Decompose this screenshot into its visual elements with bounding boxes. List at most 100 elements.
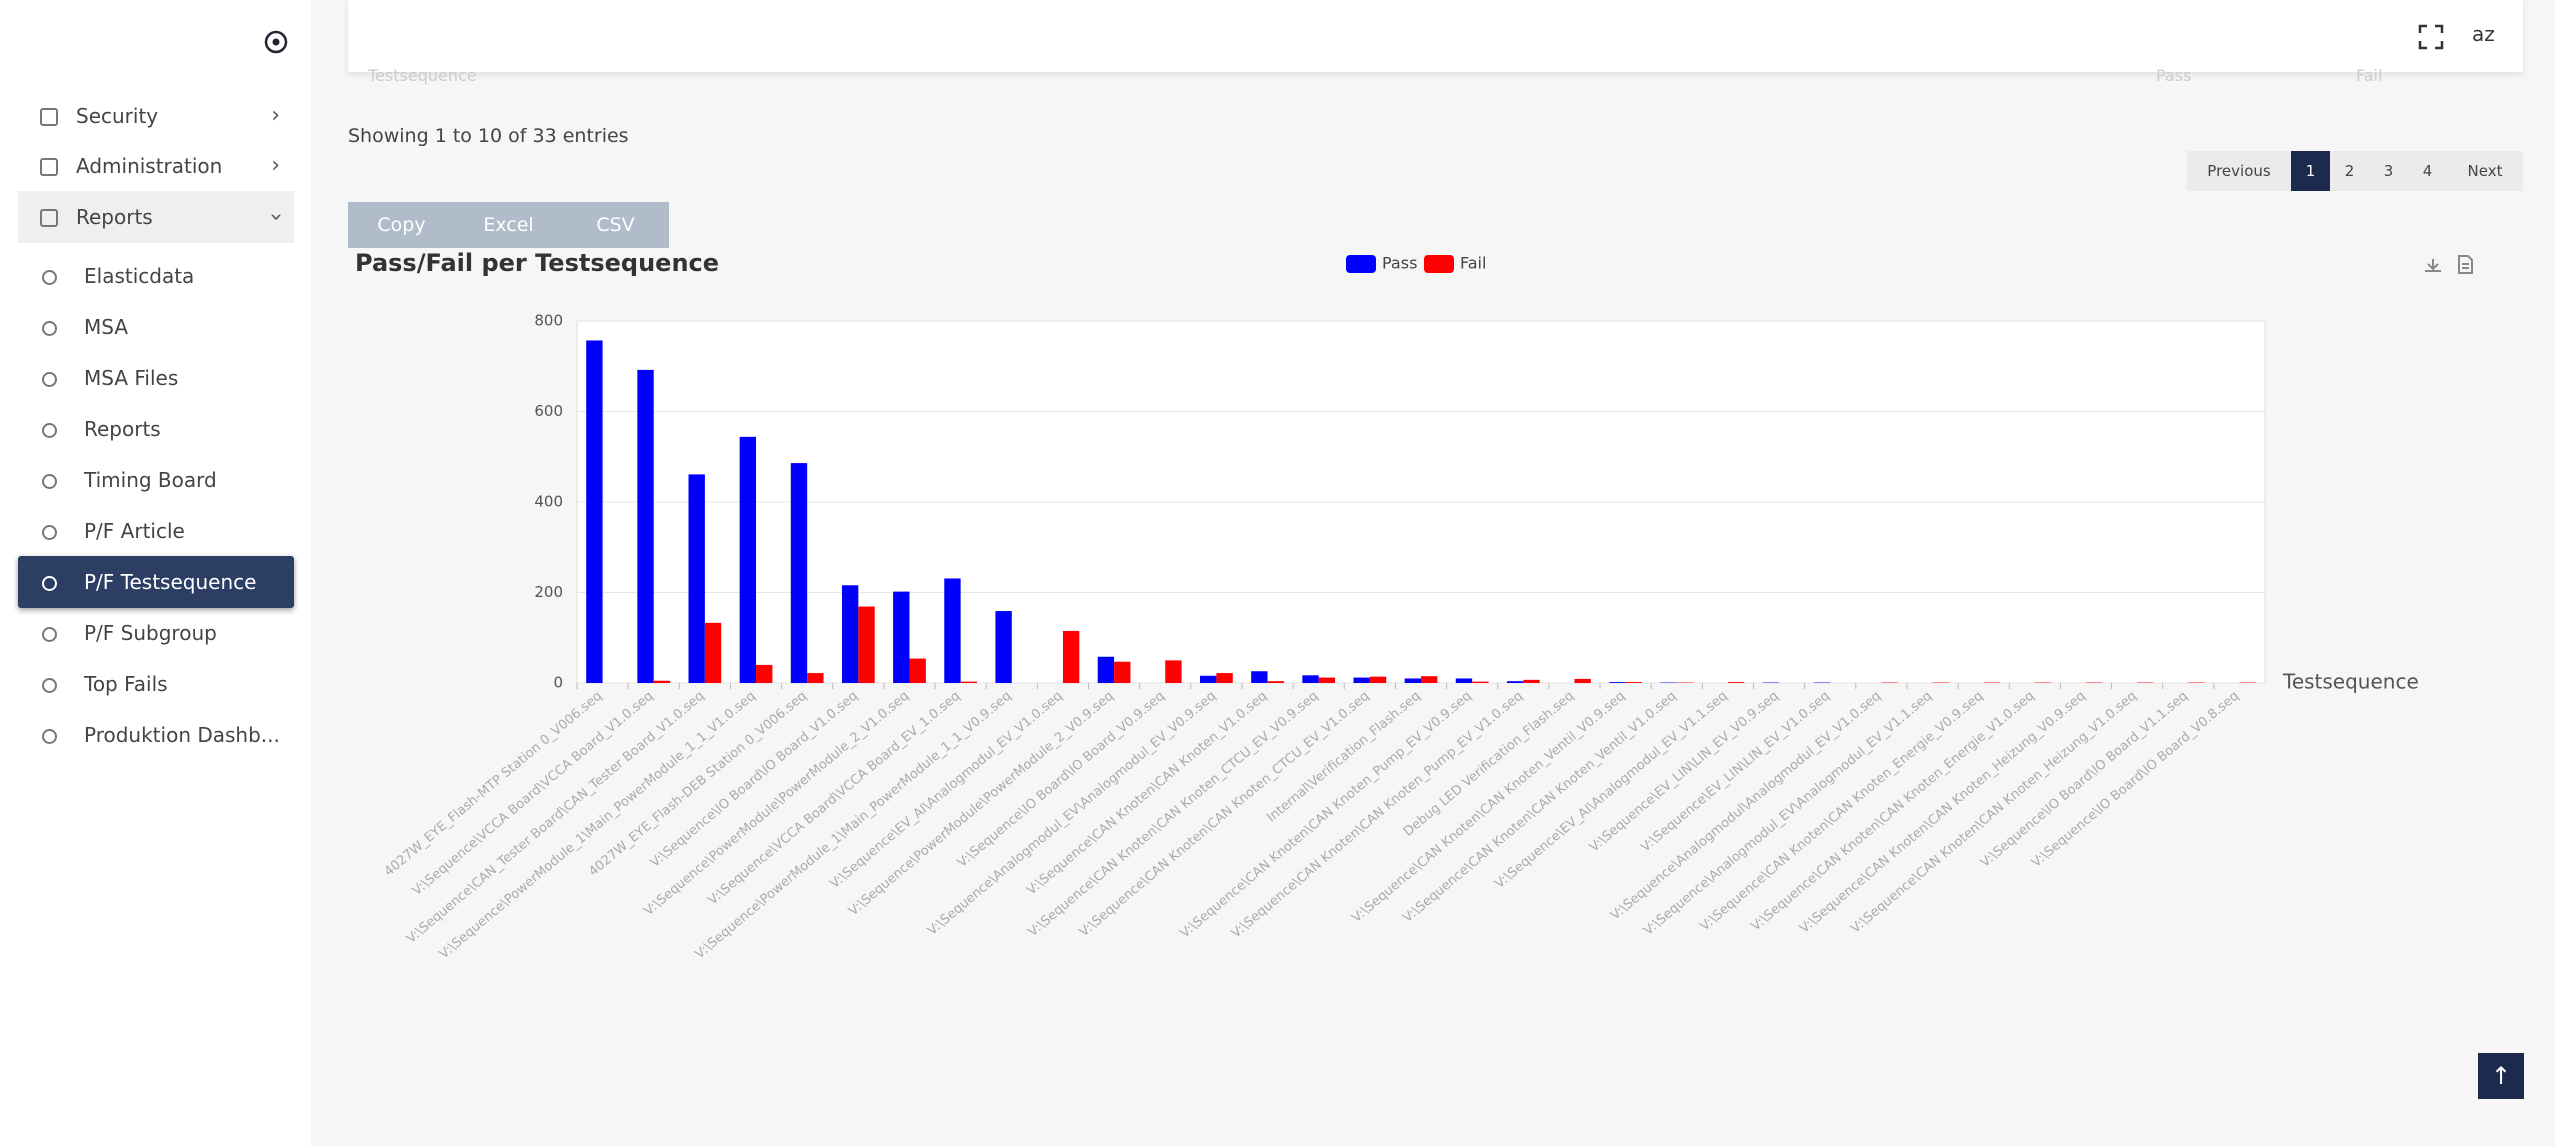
nav-icon [42, 627, 57, 642]
chart: Pass/Fail per Testsequence 0 200 400 600 800… [355, 249, 2473, 962]
chevron: › [263, 212, 289, 222]
export-button[interactable]: CSV [562, 202, 669, 248]
page-previous[interactable]: Previous [2187, 151, 2291, 191]
bar [1727, 682, 1745, 683]
nav-subitem[interactable]: Elasticdata [18, 250, 294, 302]
nav-icon [42, 678, 57, 693]
bar [1165, 660, 1182, 683]
nav-icon [40, 158, 58, 176]
y-tick-label: 600 [534, 402, 563, 420]
nav-subitem[interactable]: P/F Subgroup [18, 607, 294, 659]
sidebar-toggle[interactable] [262, 28, 290, 56]
y-tick-label: 0 [553, 674, 563, 692]
bar [858, 606, 875, 683]
bar [1506, 681, 1524, 683]
nav-icon [42, 372, 57, 387]
page-button[interactable]: 4 [2408, 151, 2447, 191]
x-tick-label: V:\Sequence\EV_LIN\LIN_EV_V1.0.seq [1638, 689, 1833, 856]
page-button[interactable]: 2 [2330, 151, 2369, 191]
x-tick-label: V:\Sequence\VCCA Board\VCCA Board_V1.0.s… [410, 689, 657, 899]
page-button[interactable]: 3 [2369, 151, 2408, 191]
chevron: › [271, 103, 280, 128]
nav-icon [42, 729, 57, 744]
export-button[interactable]: Copy [348, 202, 455, 248]
top-card: az [348, 0, 2523, 72]
page-button[interactable]: 1 [2291, 151, 2330, 191]
fullscreen-button[interactable] [2418, 24, 2444, 50]
bar [909, 658, 926, 683]
bar [1609, 682, 1626, 683]
bar [1353, 677, 1370, 683]
bar [1267, 681, 1284, 683]
y-tick-label: 200 [534, 583, 563, 601]
x-axis-label: Testsequence [2282, 670, 2419, 694]
bar [841, 585, 859, 683]
nav-icon [42, 525, 57, 540]
download-icon[interactable] [2425, 259, 2441, 272]
bar [790, 463, 808, 683]
nav-subitem[interactable]: MSA [18, 301, 294, 353]
nav-subitem[interactable]: P/F Testsequence [18, 556, 294, 608]
column-header: Fail [2356, 66, 2383, 85]
legend-swatch [1346, 255, 1376, 273]
document-icon[interactable] [2458, 255, 2473, 274]
bar [1472, 681, 1489, 683]
bar [1302, 675, 1319, 683]
bar [1318, 677, 1336, 683]
nav-subitem[interactable]: Top Fails [18, 658, 294, 710]
bar [1574, 678, 1591, 683]
bar [807, 673, 824, 683]
x-tick-label: V:\Sequence\EV_AI\Analogmodul_EV_V1.0.se… [827, 689, 1065, 892]
y-tick-label: 800 [534, 312, 563, 330]
bar [653, 680, 671, 683]
x-tick-label: V:\Sequence\EV_LIN\LIN_EV_V0.9.seq [1587, 689, 1782, 856]
sidebar: Security › Administration › Reports › Elasticd… [0, 0, 311, 1146]
bar [1625, 682, 1642, 683]
bar [756, 664, 773, 683]
scroll-top-button[interactable]: ↑ [2478, 1053, 2524, 1099]
bar [1216, 673, 1233, 683]
table-info: Showing 1 to 10 of 33 entries [348, 125, 629, 147]
legend-swatch [1424, 255, 1454, 273]
nav-icon [42, 270, 57, 285]
nav-icon [40, 209, 58, 227]
nav-subitem[interactable]: P/F Article [18, 505, 294, 557]
bar [944, 578, 961, 683]
bar [1523, 679, 1540, 683]
nav-item[interactable]: Security › [18, 90, 294, 142]
nav-icon [42, 423, 57, 438]
nav-item[interactable]: Administration › [18, 140, 294, 192]
chart-title: Pass/Fail per Testsequence [355, 249, 719, 277]
nav-icon [42, 576, 57, 591]
x-tick-label: V:\Sequence\CAN Knoten\CAN Knoten_V1.0.s… [1024, 689, 1270, 899]
bar [1369, 676, 1387, 683]
bar [960, 681, 978, 683]
nav-subitem[interactable]: Produktion Dashb... [18, 709, 294, 761]
bar [637, 369, 654, 683]
bar [1097, 656, 1115, 683]
bar [1251, 671, 1268, 683]
bar [893, 591, 910, 683]
nav-subitem[interactable]: Timing Board [18, 454, 294, 506]
nav-item[interactable]: Reports › [18, 191, 294, 243]
bar [1062, 630, 1080, 683]
bar [1404, 678, 1421, 683]
export-button[interactable]: Excel [455, 202, 562, 248]
nav-subitem[interactable]: MSA Files [18, 352, 294, 404]
bar [995, 611, 1012, 683]
bar [688, 474, 705, 683]
bar [704, 622, 722, 683]
bar [1200, 675, 1217, 683]
nav-icon [40, 108, 58, 126]
page-next[interactable]: Next [2447, 151, 2523, 191]
lang-button[interactable]: az [2472, 22, 2495, 46]
chevron: › [271, 153, 280, 178]
nav-subitem[interactable]: Reports [18, 403, 294, 455]
legend-label: Fail [1460, 254, 1486, 273]
nav-icon [42, 321, 57, 336]
bar [739, 436, 757, 683]
column-header: Testsequence [368, 66, 477, 85]
bar [1455, 678, 1473, 683]
bar [586, 340, 603, 683]
